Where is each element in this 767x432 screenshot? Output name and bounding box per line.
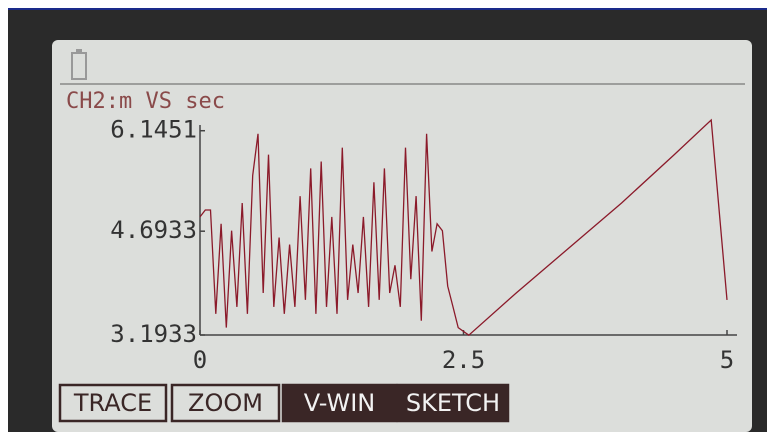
y-tick-label: 6.1451 <box>110 116 197 144</box>
y-tick-label: 3.1933 <box>110 320 197 348</box>
top-border <box>8 8 767 10</box>
menu-label: TRACE <box>73 389 152 417</box>
data-line <box>199 118 728 337</box>
menu-button[interactable] <box>396 383 510 423</box>
x-tick-label: 5 <box>720 346 734 374</box>
chart-title: CH2:m VS sec <box>66 89 225 114</box>
menu-label: ZOOM <box>188 389 263 417</box>
menu-bar: TRACE ZOOM V-WIN SKETCH <box>58 383 510 423</box>
menu-button[interactable] <box>281 383 398 423</box>
x-tick-label: 2.5 <box>442 346 485 374</box>
menu-label: V-WIN <box>304 389 375 417</box>
menu-button[interactable] <box>170 383 281 423</box>
menu-label: SKETCH <box>406 389 500 417</box>
menu-button[interactable] <box>58 383 168 423</box>
y-tick-label: 4.6933 <box>110 216 197 244</box>
x-tick-label: 0 <box>193 346 207 374</box>
battery-tip <box>76 49 82 53</box>
plot: 3.1933 4.6933 6.1451 0 2.5 5 <box>110 116 737 374</box>
